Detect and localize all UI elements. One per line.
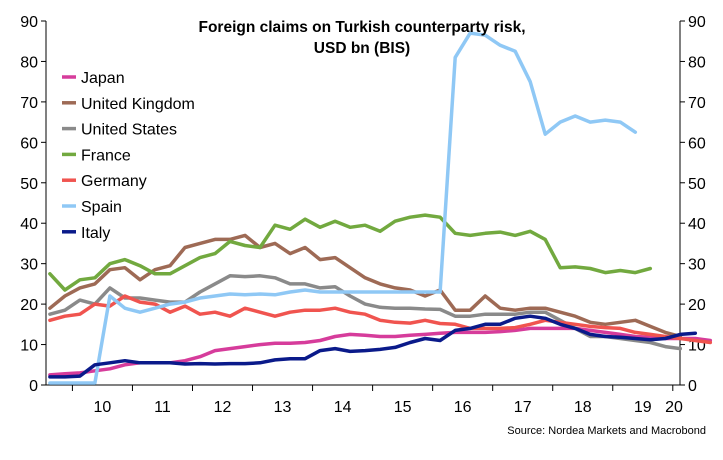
series-line-france: [48, 213, 653, 292]
legend-label-united-kingdom: United Kingdom: [81, 96, 195, 113]
legend-label-france: France: [81, 147, 131, 164]
legend-label-spain: Spain: [81, 199, 122, 216]
y-tick-label-right: 90: [688, 14, 706, 31]
x-tick-label: 12: [214, 399, 232, 416]
x-tick-label: 20: [665, 399, 683, 416]
x-tick-label: 14: [334, 399, 352, 416]
y-tick-label-right: 0: [688, 378, 697, 395]
y-tick-label-left: 60: [20, 135, 38, 152]
series-line-spain: [48, 31, 638, 385]
y-tick-label-left: 80: [20, 54, 38, 71]
x-tick-label: 16: [454, 399, 472, 416]
y-tick-label-right: 20: [688, 297, 706, 314]
legend-label-united-states: United States: [81, 122, 177, 139]
legend-label-italy: Italy: [81, 225, 110, 242]
y-tick-label-right: 70: [688, 95, 706, 112]
y-tick-label-right: 40: [688, 216, 706, 233]
legend: Japan United Kingdom United States France Ge…: [62, 70, 195, 242]
y-tick-label-left: 0: [29, 378, 38, 395]
x-tick-label: 11: [154, 399, 171, 416]
x-tick-label: 19: [634, 399, 652, 416]
y-tick-label-left: 10: [20, 338, 38, 355]
legend-label-japan: Japan: [81, 70, 125, 87]
series-line-italy: [48, 314, 698, 379]
chart-title-group: Foreign claims on Turkish counterparty r…: [198, 19, 525, 57]
y-tick-label-left: 30: [20, 257, 38, 274]
y-tick-label-right: 60: [688, 135, 706, 152]
x-tick-label: 15: [394, 399, 412, 416]
chart-subtitle: USD bn (BIS): [314, 40, 410, 57]
legend-label-germany: Germany: [81, 173, 147, 190]
y-tick-label-right: 80: [688, 54, 706, 71]
y-tick-label-left: 40: [20, 216, 38, 233]
x-tick-label: 18: [574, 399, 592, 416]
y-tick-label-left: 90: [20, 14, 38, 31]
y-tick-label-left: 70: [20, 95, 38, 112]
y-tick-label-left: 20: [20, 297, 38, 314]
series-lines: [48, 31, 713, 385]
x-tick-label: 13: [274, 399, 292, 416]
series-line-united-kingdom: [48, 233, 683, 339]
y-tick-label-right: 30: [688, 257, 706, 274]
x-tick-label: 17: [514, 399, 532, 416]
y-tick-label-right: 50: [688, 176, 706, 193]
chart-title: Foreign claims on Turkish counterparty r…: [198, 19, 525, 36]
x-tick-label: 10: [94, 399, 112, 416]
source-note: Source: Nordea Markets and Macrobond: [507, 425, 706, 437]
y-tick-label-left: 50: [20, 176, 38, 193]
